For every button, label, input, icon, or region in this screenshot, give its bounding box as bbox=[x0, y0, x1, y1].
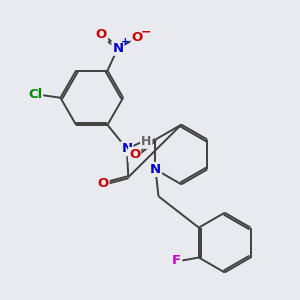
Text: −: − bbox=[141, 26, 152, 39]
Text: O: O bbox=[132, 31, 143, 44]
Text: Cl: Cl bbox=[28, 88, 42, 101]
Text: N: N bbox=[121, 142, 132, 155]
Text: N: N bbox=[112, 42, 124, 55]
Text: F: F bbox=[172, 254, 181, 267]
Text: +: + bbox=[121, 37, 130, 47]
Text: N: N bbox=[150, 163, 161, 176]
Text: H: H bbox=[141, 135, 152, 148]
Text: O: O bbox=[129, 148, 140, 161]
Text: O: O bbox=[96, 28, 107, 41]
Text: O: O bbox=[97, 177, 109, 190]
